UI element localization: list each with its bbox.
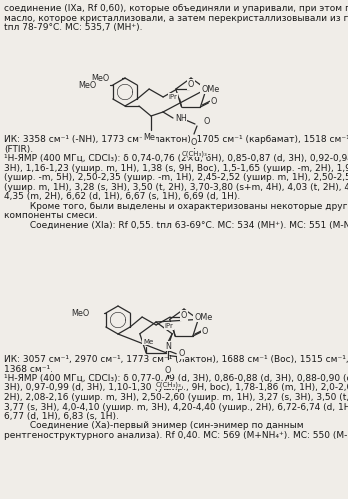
Text: (FTIR).: (FTIR). [4, 145, 33, 154]
Text: ИК: 3358 см⁻¹ (-NH), 1773 см⁻¹ (лактон), 1705 см⁻¹ (карбамат), 1518 см⁻¹ (амид I: ИК: 3358 см⁻¹ (-NH), 1773 см⁻¹ (лактон),… [4, 135, 348, 144]
Text: OMe: OMe [201, 84, 219, 93]
Text: C(CH₃)₃: C(CH₃)₃ [181, 150, 207, 157]
Text: ¹H-ЯМР (400 МГц, CDCl₃): δ 0,74-0,76 (2×d, 6H), 0,85-0,87 (d, 3H), 0,92-0,94 (d,: ¹H-ЯМР (400 МГц, CDCl₃): δ 0,74-0,76 (2×… [4, 154, 348, 163]
Text: MeO: MeO [79, 80, 97, 89]
Text: O: O [202, 327, 208, 336]
Text: 3H), 0,97-0,99 (d, 3H), 1,10-1,30 (ушир., 9H, boc), 1,78-1,86 (m, 1H), 2,0-2,06 : 3H), 0,97-0,99 (d, 3H), 1,10-1,30 (ушир.… [4, 384, 348, 393]
Text: (ушир. -m, 5H), 2,50-2,35 (ушир. -m, 1H), 2,45-2,52 (ушир. m, 1H), 2,50-2,59: (ушир. -m, 5H), 2,50-2,35 (ушир. -m, 1H)… [4, 173, 348, 182]
Text: рентгеноструктурного анализа). Rf 0,40. МС: 569 (М+NH₄⁺). МС: 550 (M-H).: рентгеноструктурного анализа). Rf 0,40. … [4, 431, 348, 440]
Text: 1368 см⁻¹.: 1368 см⁻¹. [4, 364, 53, 373]
Text: C(CH₃)₃: C(CH₃)₃ [155, 382, 181, 388]
Text: компоненты смеси.: компоненты смеси. [4, 211, 98, 220]
Text: 3,77 (s, 3H), 4,0-4,10 (ушир. m, 3H), 4,20-4,40 (ушир., 2H), 6,72-6,74 (d, 1H), : 3,77 (s, 3H), 4,0-4,10 (ушир. m, 3H), 4,… [4, 403, 348, 412]
Text: 4,35 (m, 2H), 6,62 (d, 1H), 6,67 (s, 1H), 6,69 (d, 1H).: 4,35 (m, 2H), 6,62 (d, 1H), 6,67 (s, 1H)… [4, 192, 240, 201]
Text: 6,77 (d, 1H), 6,83 (s, 1H).: 6,77 (d, 1H), 6,83 (s, 1H). [4, 412, 119, 421]
Text: NH: NH [175, 113, 187, 122]
Text: 3H), 1,16-1,23 (ушир. m, 1H), 1,38 (s, 9H, Boc), 1,5-1,65 (ушир. -m, 2H), 1,95-2: 3H), 1,16-1,23 (ушир. m, 1H), 1,38 (s, 9… [4, 164, 348, 173]
Text: O: O [165, 366, 171, 375]
Text: (ушир. m, 1H), 3,28 (s, 3H), 3,50 (t, 2H), 3,70-3,80 (s+m, 4H), 4,03 (t, 2H), 4,: (ушир. m, 1H), 3,28 (s, 3H), 3,50 (t, 2H… [4, 183, 348, 192]
Text: OMe: OMe [194, 312, 212, 321]
Text: Соединение (Xa)-первый энимер (син-энимер по данным: Соединение (Xa)-первый энимер (син-эниме… [4, 422, 303, 431]
Text: iPr: iPr [164, 323, 173, 329]
Text: MeO: MeO [91, 73, 109, 82]
Text: ИК: 3057 см⁻¹, 2970 см⁻¹, 1773 см⁻¹ (лактон), 1688 см⁻¹ (Boc), 1515 см⁻¹, 1390 с: ИК: 3057 см⁻¹, 2970 см⁻¹, 1773 см⁻¹ (лак… [4, 355, 348, 364]
Text: 2H), 2,08-2,16 (ушир. m, 3H), 2,50-2,60 (ушир. m, 1H), 3,27 (s, 3H), 3,50 (t, 2H: 2H), 2,08-2,16 (ушир. m, 3H), 2,50-2,60 … [4, 393, 348, 402]
Text: O: O [181, 311, 187, 320]
Text: Me: Me [143, 339, 153, 345]
Text: ¹H-ЯМР (400 МГц, CDCl₃): δ 0,77-0,79 (d, 3H), 0,86-0,88 (d, 3H), 0,88-0,90 (d,: ¹H-ЯМР (400 МГц, CDCl₃): δ 0,77-0,79 (d,… [4, 374, 348, 383]
Text: Соединение (XIa): Rf 0,55. tпл 63-69°C. МС: 534 (МН⁺). МС: 551 (M-NH₄⁺).: Соединение (XIa): Rf 0,55. tпл 63-69°C. … [4, 221, 348, 230]
Text: O: O [211, 97, 217, 106]
Text: O: O [178, 349, 184, 358]
Text: соединение (IXa, Rf 0,60), которые объединяли и упаривали, при этом получали: соединение (IXa, Rf 0,60), которые объед… [4, 4, 348, 13]
Text: Me: Me [143, 133, 155, 142]
Text: tпл 78-79°C. МС: 535,7 (МН⁺).: tпл 78-79°C. МС: 535,7 (МН⁺). [4, 23, 142, 32]
Text: Кроме того, были выделены и охарактеризованы некоторые другие: Кроме того, были выделены и охарактеризо… [4, 202, 348, 211]
Text: O: O [191, 138, 197, 147]
Text: iPr: iPr [169, 94, 177, 100]
Text: MeO: MeO [72, 308, 90, 317]
Text: O: O [203, 116, 209, 126]
Text: O: O [188, 80, 194, 89]
Text: масло, которое кристаллизовали, а затем перекристаллизовывали из гептана.: масло, которое кристаллизовали, а затем … [4, 13, 348, 22]
Text: N: N [165, 342, 171, 351]
